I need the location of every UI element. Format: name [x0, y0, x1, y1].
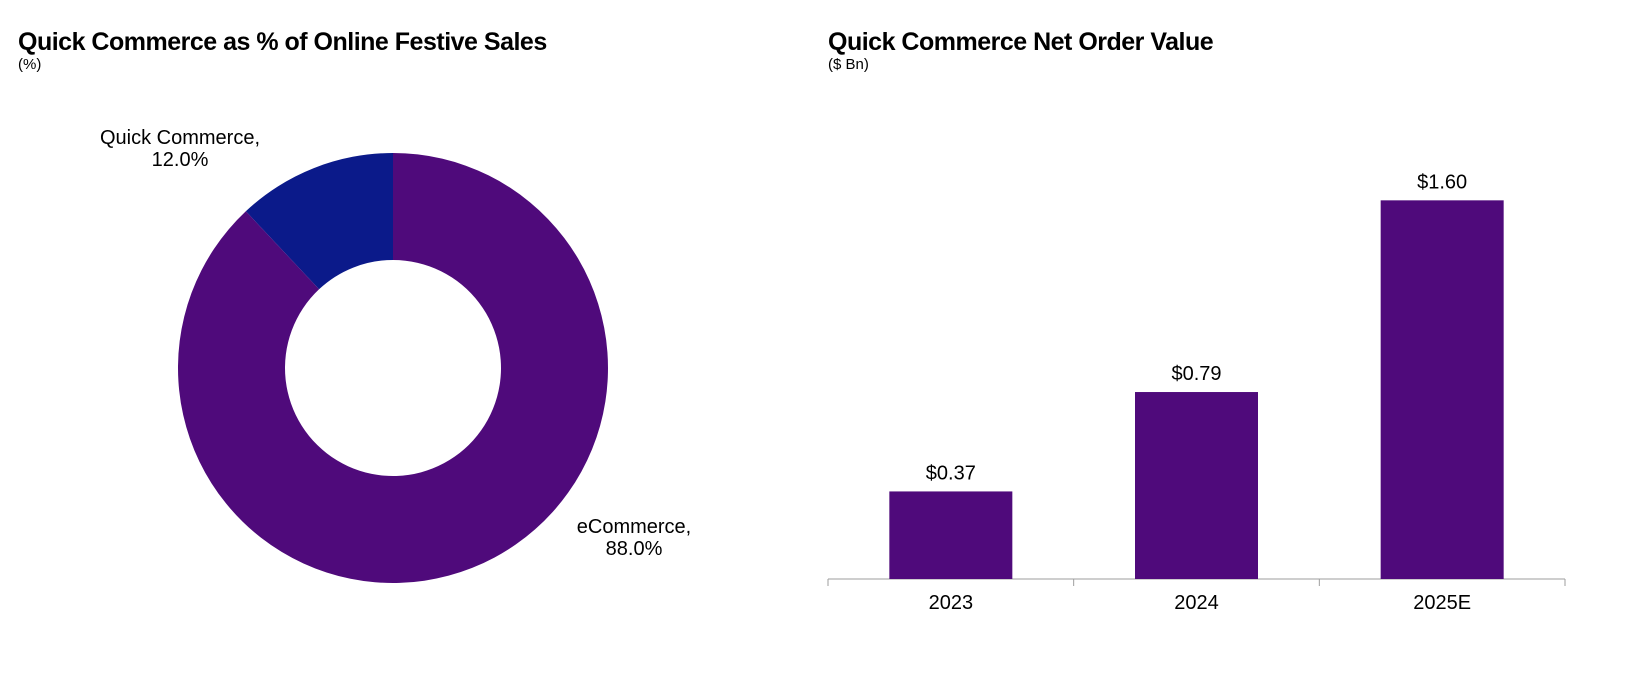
donut-chart: Quick Commerce,12.0% eCommerce,88.0% [100, 127, 691, 583]
donut-slice-ecommerce [177, 153, 608, 583]
bar-data-label: $1.60 [1417, 171, 1467, 193]
bar-data-label: $0.79 [1171, 363, 1221, 385]
donut-label-name: Quick Commerce, [100, 127, 260, 149]
donut-chart-title: Quick Commerce as % of Online Festive Sa… [18, 28, 547, 56]
x-tick-label: 2023 [929, 592, 974, 614]
donut-chart-subtitle: (%) [18, 56, 42, 73]
donut-slice-quick-commerce [245, 153, 393, 290]
bar-data-label: $0.37 [926, 462, 976, 484]
bar-chart-title: Quick Commerce Net Order Value [828, 28, 1214, 56]
bar-2024 [1135, 392, 1258, 579]
donut-label-value: 88.0% [606, 538, 663, 560]
x-tick-label: 2024 [1174, 592, 1219, 614]
donut-label-value: 12.0% [152, 149, 209, 171]
bar-chart-subtitle: ($ Bn) [828, 56, 869, 73]
bar-2025e [1380, 200, 1504, 580]
donut-label-name: eCommerce, [577, 516, 691, 538]
bar-chart: $0.37 2023 $0.79 2024 $1.60 2025E [827, 171, 1566, 614]
x-tick-label: 2025E [1413, 592, 1471, 614]
bar-2023 [889, 491, 1013, 579]
